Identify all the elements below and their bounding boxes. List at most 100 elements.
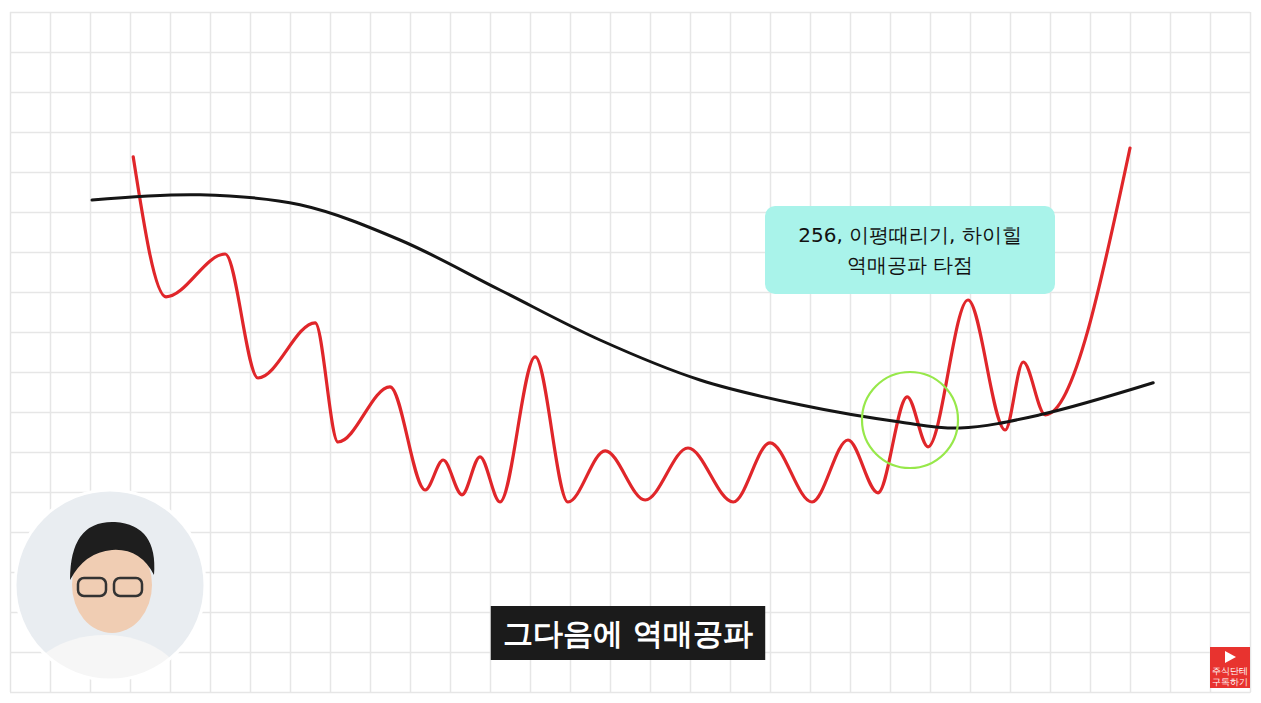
avatar xyxy=(10,485,210,703)
grid-line xyxy=(330,12,332,692)
tick xyxy=(1170,12,1171,692)
tick xyxy=(10,252,1250,253)
tick xyxy=(10,52,1250,53)
axis-line xyxy=(11,12,1251,693)
grid-line xyxy=(370,12,372,692)
tick xyxy=(650,12,651,692)
tick xyxy=(10,92,1250,93)
caption: 그다음에 역매공파 xyxy=(491,606,765,660)
logo-play[interactable] xyxy=(1225,651,1236,663)
grid-line xyxy=(290,12,292,692)
grid-line xyxy=(10,332,1250,334)
avatar-border xyxy=(15,490,205,680)
tick xyxy=(10,412,1250,413)
tick xyxy=(330,12,331,692)
avatar-glasses xyxy=(78,578,106,596)
tick xyxy=(10,692,1250,693)
tick xyxy=(1210,12,1211,692)
tick xyxy=(930,12,931,692)
tick xyxy=(10,332,1250,333)
grid-line xyxy=(1050,12,1052,692)
logo-box[interactable] xyxy=(1210,647,1250,688)
grid-line xyxy=(970,12,972,692)
grid-line xyxy=(810,12,812,692)
grid-line xyxy=(1250,12,1252,692)
grid-line xyxy=(690,12,692,692)
grid-line xyxy=(10,252,1250,254)
avatar-shirt xyxy=(25,635,185,703)
avatar-photo xyxy=(10,485,210,703)
logo-text[interactable]: 주식단테 xyxy=(1212,666,1248,676)
tick xyxy=(10,132,1250,133)
grid-line xyxy=(890,12,892,692)
tick xyxy=(10,452,1250,453)
grid-line xyxy=(850,12,852,692)
tick xyxy=(10,292,1250,293)
caption-text: 그다음에 역매공파 xyxy=(503,616,753,651)
grid-line xyxy=(10,292,1250,294)
grid-line xyxy=(10,12,1250,14)
moving-average-line xyxy=(92,195,1153,428)
tick xyxy=(370,12,371,692)
grid-line xyxy=(10,172,1250,174)
logo[interactable]: 주식단테구독하기 xyxy=(1210,647,1250,688)
axis-line xyxy=(11,13,1251,693)
tick xyxy=(10,172,1250,173)
x-axis xyxy=(11,12,1251,693)
grid-line xyxy=(1090,12,1092,692)
tick xyxy=(610,12,611,692)
tick xyxy=(10,212,1250,213)
chart: 256, 이평때리기, 하이힐역매공파 타점그다음에 역매공파주식단테구독하기 xyxy=(0,0,1261,703)
grid-line xyxy=(490,12,492,692)
background xyxy=(0,0,1261,703)
grid-line xyxy=(10,372,1250,374)
tick xyxy=(450,12,451,692)
tick xyxy=(210,12,211,692)
y-axis xyxy=(10,13,1250,693)
tick xyxy=(1010,12,1011,692)
grid-line xyxy=(10,52,1250,54)
tick xyxy=(250,12,251,692)
tick xyxy=(530,12,531,692)
tick xyxy=(10,372,1250,373)
tick xyxy=(1090,12,1091,692)
plot-area xyxy=(92,148,1153,502)
tick xyxy=(850,12,851,692)
tick xyxy=(970,12,971,692)
annotation-text: 256, 이평때리기, 하이힐 xyxy=(798,223,1022,247)
grid-line xyxy=(410,12,412,692)
grid-line xyxy=(10,412,1250,414)
grid-line xyxy=(10,692,1250,694)
tick xyxy=(1050,12,1051,692)
grid-line xyxy=(770,12,772,692)
grid-line xyxy=(650,12,652,692)
tick xyxy=(490,12,491,692)
tick xyxy=(1130,12,1131,692)
grid-line xyxy=(10,492,1250,494)
logo-text[interactable]: 구독하기 xyxy=(1212,677,1248,687)
annotation-box xyxy=(765,206,1055,294)
grid-line xyxy=(1130,12,1132,692)
grid-line xyxy=(730,12,732,692)
grid-line xyxy=(10,132,1250,134)
tick xyxy=(1250,12,1251,692)
tick xyxy=(730,12,731,692)
highlight-circle xyxy=(862,372,958,468)
grid-line xyxy=(10,92,1250,94)
grid-line xyxy=(1210,12,1212,692)
avatar-glasses xyxy=(114,578,142,596)
grid-line xyxy=(610,12,612,692)
tick xyxy=(890,12,891,692)
tick xyxy=(290,12,291,692)
annotation-text: 역매공파 타점 xyxy=(847,253,973,277)
grid-line xyxy=(210,12,212,692)
annotation: 256, 이평때리기, 하이힐역매공파 타점 xyxy=(765,206,1055,294)
grid-line xyxy=(930,12,932,692)
grid-line xyxy=(450,12,452,692)
grid-line xyxy=(570,12,572,692)
grid-line xyxy=(10,212,1250,214)
tick xyxy=(10,492,1250,493)
tick xyxy=(810,12,811,692)
tick xyxy=(10,12,1250,13)
caption-box xyxy=(491,606,765,660)
